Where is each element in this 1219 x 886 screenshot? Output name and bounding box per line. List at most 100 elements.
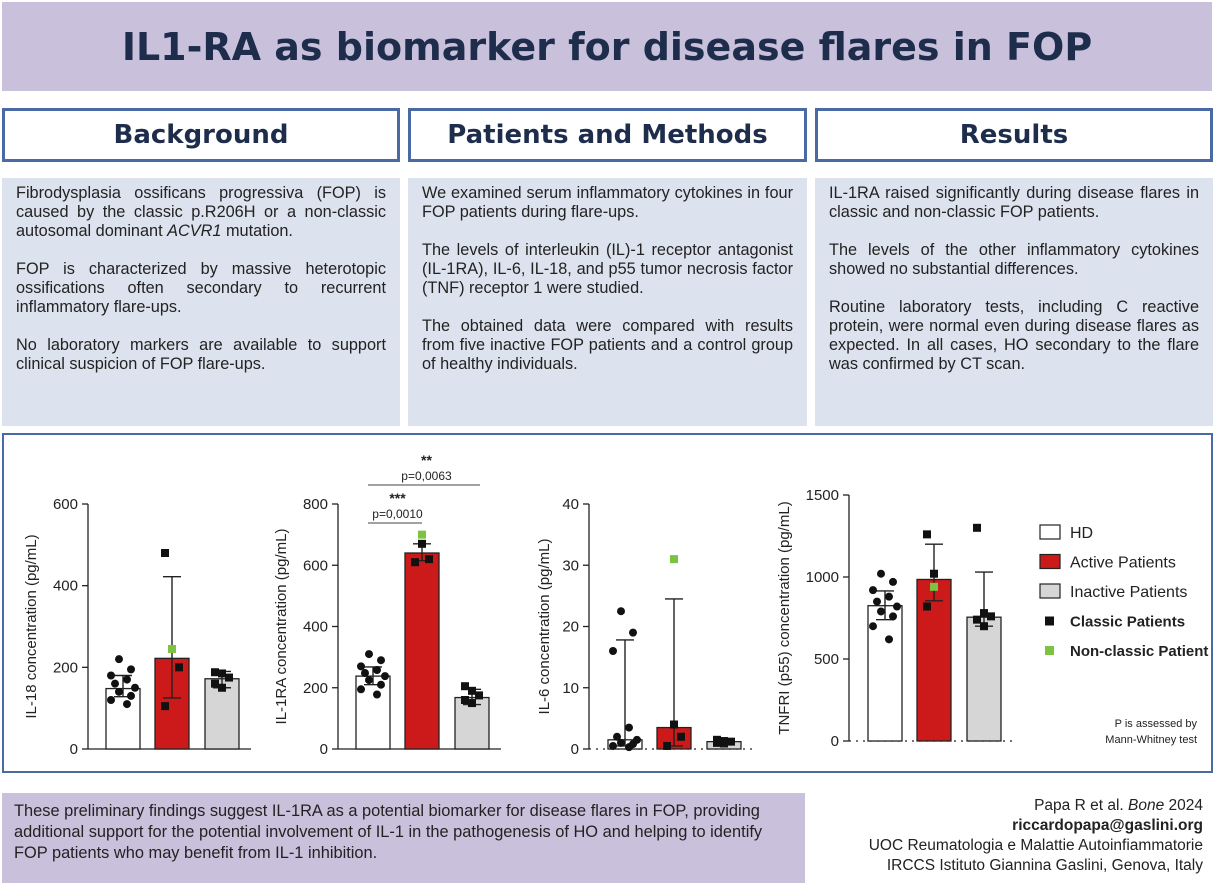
classic-data-point: [923, 602, 931, 611]
y-axis-label: TNFRI (p55) concentration (pg/mL): [776, 501, 793, 734]
hd-data-point: [869, 586, 877, 595]
methods-heading: Patients and Methods: [447, 120, 768, 150]
hd-data-point: [613, 732, 621, 741]
hd-data-point: [361, 669, 369, 678]
classic-data-point: [980, 609, 988, 618]
legend-label: Active Patients: [1070, 555, 1176, 572]
y-tick-label: 30: [562, 557, 579, 574]
chart-1: 0 200 400 600 IL-18 concentration (pg/mL): [23, 496, 251, 758]
background-heading-box: Background: [2, 108, 400, 162]
legend-label: HD: [1070, 525, 1093, 542]
test-note-line-2: Mann-Whitney test: [1105, 734, 1197, 746]
hd-data-point: [115, 687, 123, 696]
results-body: IL-1RA raised significantly during disea…: [815, 178, 1213, 426]
hd-data-point: [127, 665, 135, 674]
results-heading: Results: [959, 120, 1069, 150]
nonclassic-data-point: [418, 530, 426, 539]
hd-data-point: [885, 635, 893, 644]
citation: Papa R et al. Bone 2024: [1034, 797, 1203, 814]
hd-data-point: [609, 741, 617, 750]
hd-data-point: [357, 685, 365, 694]
hd-data-point: [357, 662, 365, 671]
test-note-line-1: P is assessed by: [1115, 718, 1198, 730]
classic-data-point: [411, 558, 419, 567]
classic-data-point: [475, 691, 483, 700]
hd-data-point: [377, 680, 385, 689]
y-tick-label: 0: [831, 733, 839, 750]
hd-data-point: [365, 676, 373, 685]
y-tick-label: 600: [303, 557, 328, 574]
charts-panel: 0 200 400 600 IL-18 concentration (pg/mL) 0 20…: [2, 433, 1213, 773]
chart-4: 0 500 1000 1500 TNFRI (p55) concentration (p…: [776, 487, 1013, 750]
hd-data-point: [873, 597, 881, 606]
hd-data-point: [123, 675, 131, 684]
classic-data-point: [218, 669, 226, 678]
methods-paragraph-2: The levels of interleukin (IL)-1 recepto…: [422, 241, 793, 297]
hd-data-point: [889, 577, 897, 586]
hd-data-point: [885, 592, 893, 601]
classic-data-point: [930, 569, 938, 578]
hd-data-point: [893, 602, 901, 611]
legend-marker: [1045, 646, 1054, 655]
nonclassic-data-point: [930, 582, 938, 591]
conclusion-box: These preliminary findings suggest IL-1R…: [2, 793, 805, 883]
classic-data-point: [161, 702, 169, 711]
hd-data-point: [111, 679, 119, 688]
hd-data-point: [877, 569, 885, 578]
classic-data-point: [161, 549, 169, 557]
legend: HD Active Patients Inactive Patients Classi…: [1039, 524, 1208, 746]
classic-data-point: [418, 539, 426, 548]
y-tick-label: 500: [814, 651, 839, 668]
significance-stars: ***: [389, 490, 406, 506]
classic-data-point: [923, 530, 931, 539]
classic-data-point: [973, 523, 981, 532]
hd-data-point: [115, 655, 123, 664]
chart-2: 0 200 400 600 800 IL-1RA concentration (pg/mL…: [273, 452, 501, 758]
y-tick-label: 0: [70, 741, 78, 758]
significance-stars: **: [421, 452, 432, 468]
methods-body: We examined serum inflammatory cytokines…: [408, 178, 807, 426]
classic-data-point: [461, 682, 469, 691]
classic-data-point: [218, 683, 226, 692]
y-tick-label: 200: [303, 680, 328, 697]
active-bar: [916, 578, 952, 742]
hd-data-point: [107, 696, 115, 704]
legend-swatch: [1039, 553, 1061, 570]
classic-data-point: [720, 739, 728, 748]
classic-data-point: [211, 668, 219, 677]
background-body: Fibrodysplasia ossificans progressiva (F…: [2, 178, 400, 426]
hd-data-point: [625, 743, 633, 752]
classic-data-point: [980, 622, 988, 631]
classic-data-point: [468, 699, 476, 708]
legend-label: Classic Patients: [1070, 614, 1185, 631]
classic-data-point: [713, 738, 721, 747]
classic-data-point: [987, 612, 995, 621]
background-paragraph-1: Fibrodysplasia ossificans progressiva (F…: [16, 184, 386, 240]
institution-line-2: IRCCS Istituto Giannina Gaslini, Genova,…: [886, 857, 1203, 874]
y-tick-label: 400: [53, 578, 78, 595]
hd-data-point: [127, 691, 135, 700]
results-paragraph-2: The levels of the other inflammatory cyt…: [829, 241, 1199, 278]
y-tick-label: 800: [303, 496, 328, 513]
classic-data-point: [425, 555, 433, 564]
methods-paragraph-3: The obtained data were compared with res…: [422, 317, 793, 373]
background-paragraph-3: No laboratory markers are available to s…: [16, 336, 386, 373]
hd-data-point: [869, 622, 877, 631]
poster-title: IL1-RA as biomarker for disease flares i…: [121, 24, 1093, 69]
y-tick-label: 10: [562, 680, 579, 697]
y-tick-label: 20: [562, 619, 579, 636]
institution-line-1: UOC Reumatologia e Malattie Autoinfiamma…: [868, 837, 1203, 854]
contact-email[interactable]: riccardopapa@gaslini.org: [1012, 817, 1203, 834]
hd-data-point: [629, 628, 637, 637]
classic-data-point: [727, 737, 735, 746]
hd-data-point: [609, 647, 617, 655]
legend-label: Non-classic Patient: [1070, 643, 1208, 660]
classic-data-point: [211, 679, 219, 688]
active-bar: [404, 552, 440, 750]
classic-data-point: [461, 696, 469, 704]
nonclassic-data-point: [168, 644, 176, 653]
legend-swatch: [1039, 524, 1061, 540]
classic-data-point: [677, 732, 685, 741]
results-paragraph-1: IL-1RA raised significantly during disea…: [829, 184, 1199, 221]
